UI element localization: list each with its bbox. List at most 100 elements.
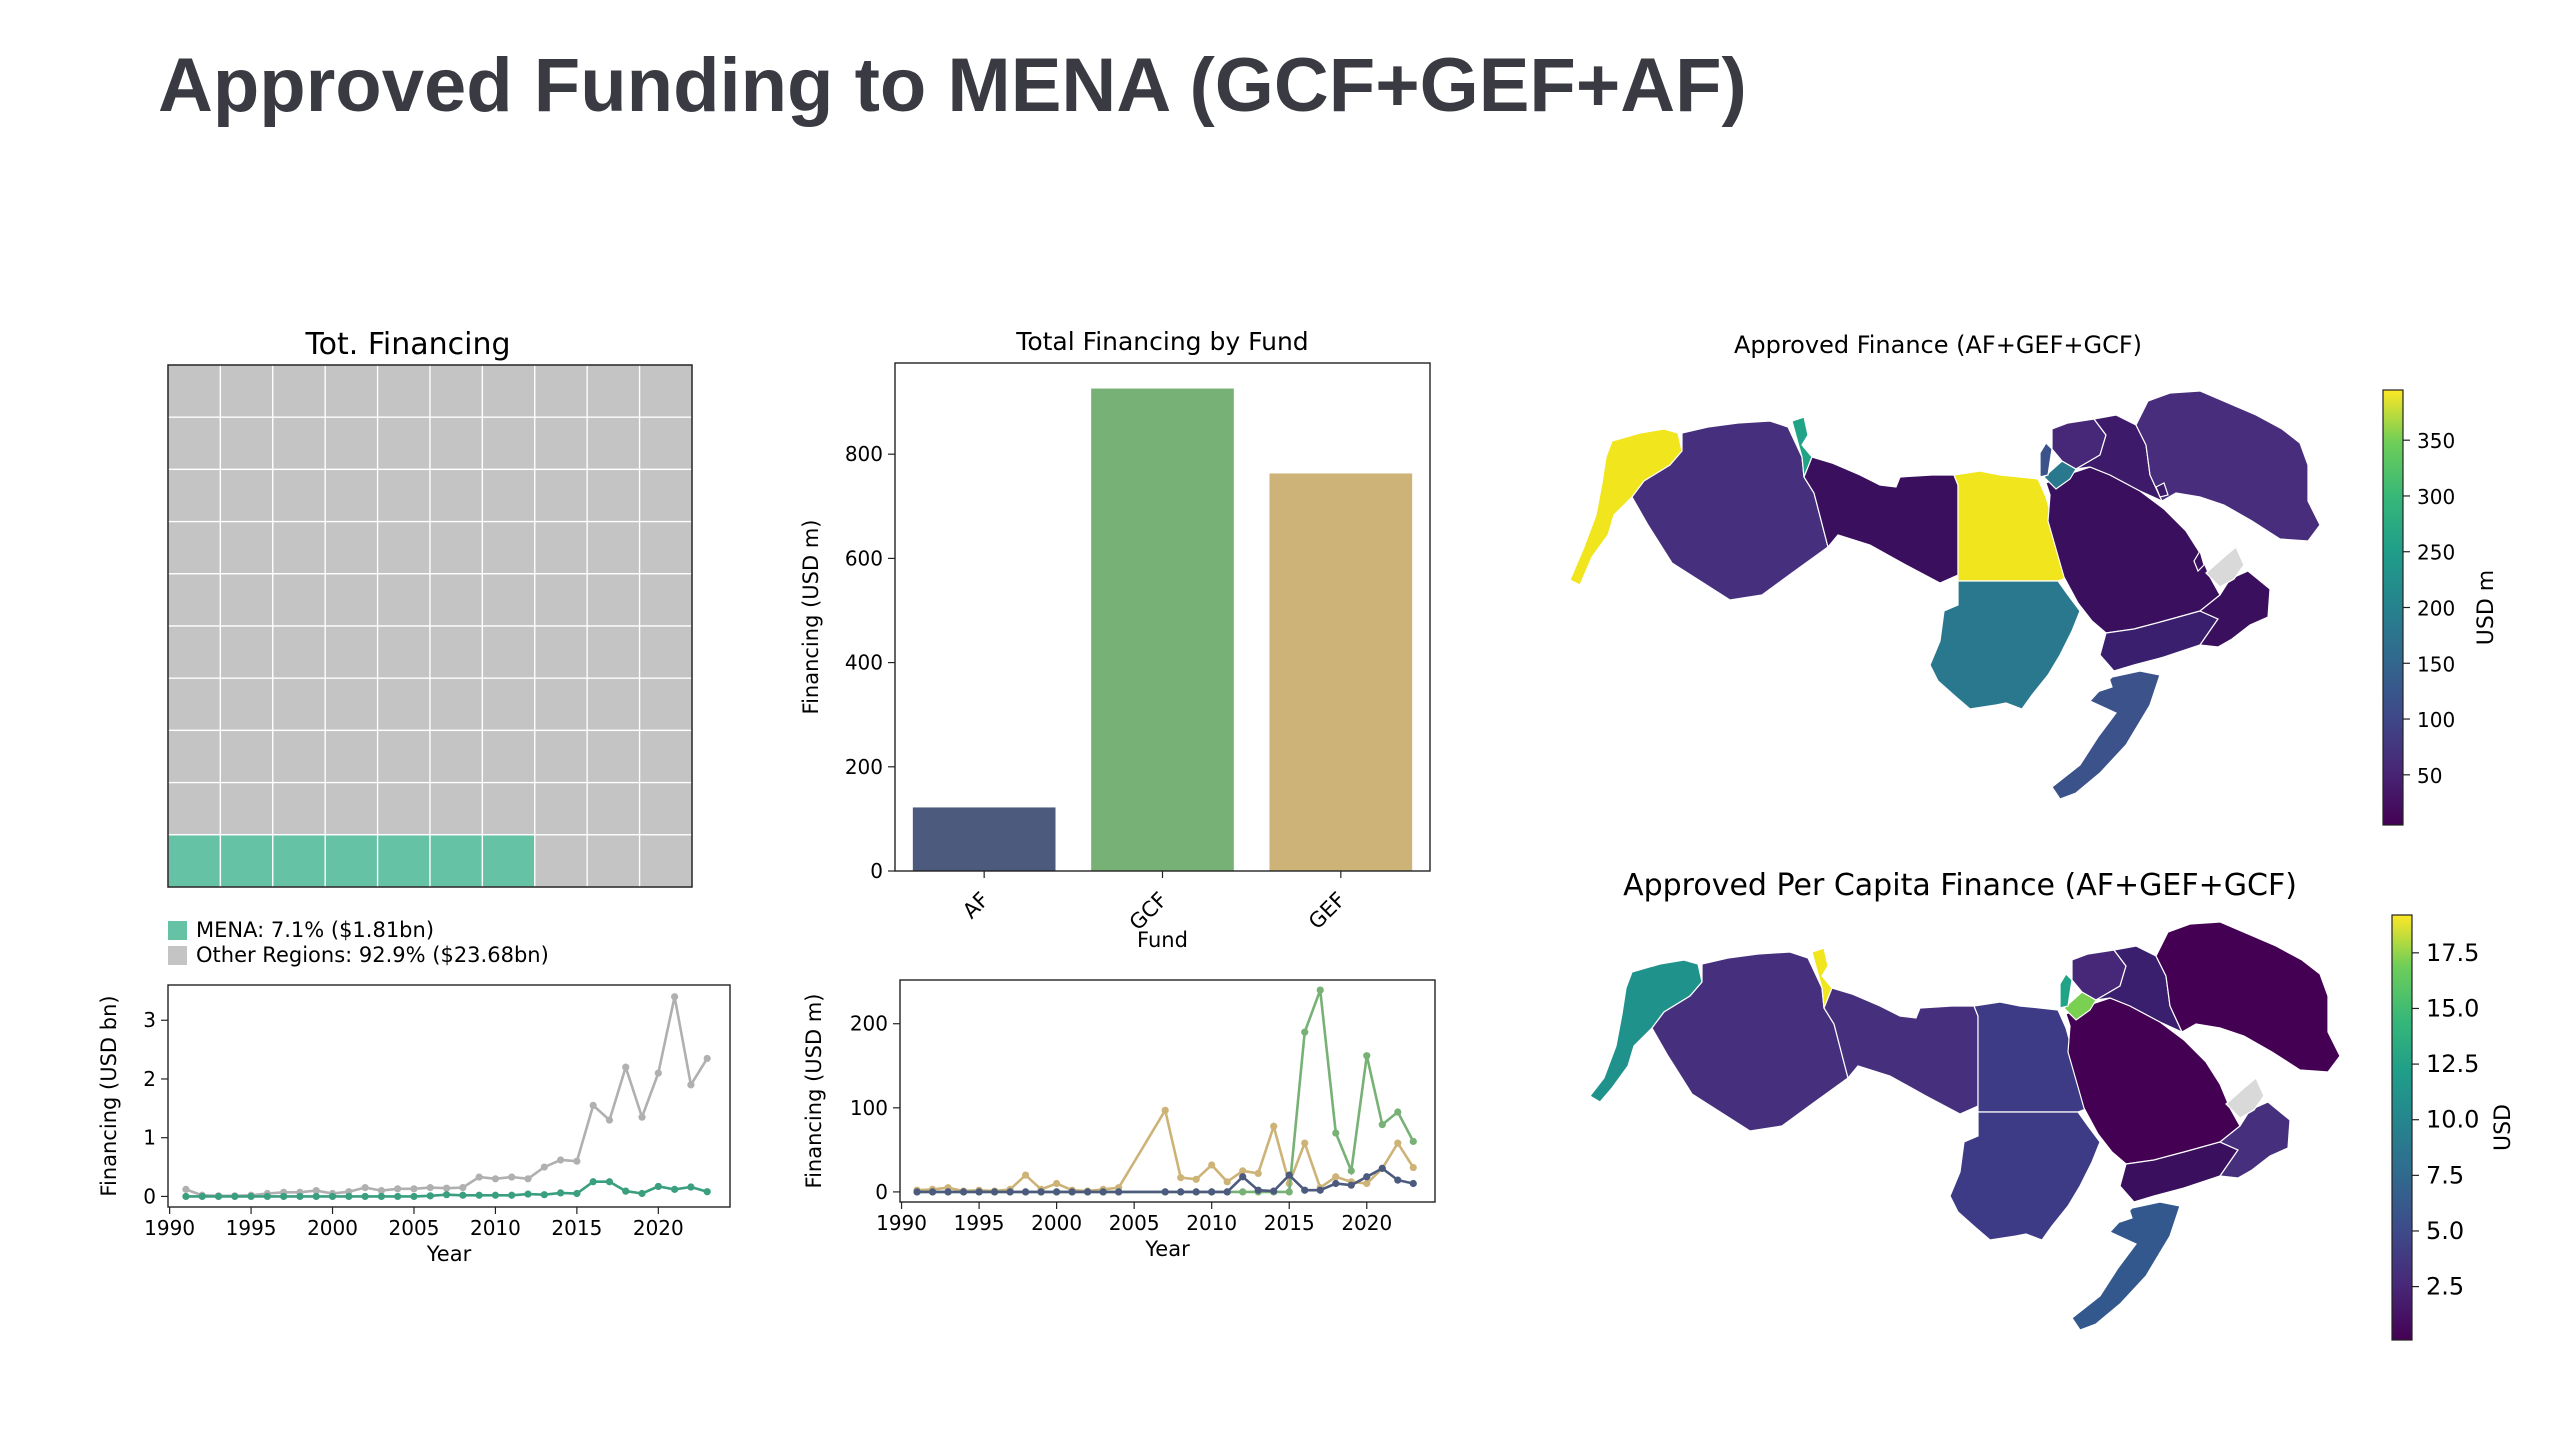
fund-x-axis-label: Year (1144, 1237, 1190, 1261)
map-per-capita: Approved Per Capita Finance (AF+GEF+GCF)… (1589, 868, 2516, 1341)
waffle-cell-other (376, 625, 431, 679)
region-point (426, 1184, 434, 1192)
legend-swatch-other (168, 946, 187, 965)
waffle-cell-other (481, 468, 536, 523)
waffle-cell-other (272, 625, 326, 679)
waffle-cell-other (219, 468, 274, 523)
region-point (442, 1184, 451, 1192)
fund-point (1301, 1139, 1309, 1147)
fund-point (1332, 1179, 1340, 1188)
x-tick-label: 2015 (551, 1216, 602, 1240)
fund-point (1006, 1188, 1014, 1196)
waffle-cell-other (376, 364, 431, 418)
region-point (508, 1191, 516, 1199)
fund-point (1270, 1187, 1278, 1195)
plot-frame (167, 984, 731, 1208)
waffle-cell-other (638, 834, 693, 888)
fund-point (1270, 1122, 1278, 1130)
region-y-axis-label: Financing (USD bn) (97, 995, 121, 1196)
waffle-cell-other (324, 729, 379, 784)
fund-point (1332, 1129, 1340, 1137)
waffle-cell-other (272, 781, 326, 836)
waffle-cell-other (167, 468, 222, 523)
region-point (556, 1189, 565, 1197)
x-tick-label: 1990 (144, 1216, 195, 1240)
waffle-cell-other (638, 416, 693, 471)
waffle-cell-other (429, 729, 484, 784)
region-libya (1803, 456, 1959, 584)
waffle-cell-mena (376, 834, 431, 888)
region-series-line-0 (185, 996, 709, 1198)
waffle-cell-other (534, 416, 588, 471)
fund-point (1239, 1167, 1247, 1175)
region-somalia-pc (2071, 1201, 2181, 1331)
waffle-cell-other (481, 416, 536, 471)
region-point (312, 1186, 320, 1195)
legend-swatch-mena (168, 921, 187, 940)
x-tick-label-gef: GEF (1304, 888, 1350, 934)
region-point (394, 1185, 402, 1193)
fund-point (1378, 1164, 1386, 1172)
waffle-frame (167, 364, 693, 888)
fund-point (1347, 1181, 1355, 1189)
fund-point (1223, 1188, 1231, 1196)
fund-point (1301, 1186, 1309, 1194)
waffle-cell-other (167, 729, 222, 784)
waffle-cell-other (534, 834, 588, 888)
x-tick-label-af: AF (958, 888, 994, 924)
region-sudan (1929, 580, 2081, 710)
region-point (654, 1069, 662, 1077)
x-tick-label: 2020 (633, 1216, 684, 1240)
waffle-cell-mena (481, 834, 536, 888)
region-point (654, 1182, 662, 1191)
region-point (638, 1113, 646, 1121)
fund-point (1378, 1121, 1386, 1129)
waffle-cell-mena (219, 834, 274, 888)
waffle-cell-other (429, 625, 484, 679)
fund-line-panel: 1990 1995 2000 2005 2010 2015 2020 0 100 200 Year F… (795, 970, 1455, 1270)
waffle-cell-other (219, 573, 274, 627)
region-point (182, 1185, 190, 1193)
region-point (475, 1173, 483, 1181)
waffle-cell-other (324, 573, 379, 627)
region-point (410, 1185, 418, 1193)
region-point (182, 1192, 190, 1201)
waffle-cell-other (219, 520, 274, 575)
fund-point (1409, 1137, 1417, 1146)
fund-point (1394, 1108, 1402, 1116)
colorbar-tick-label: 250 (2417, 541, 2455, 565)
waffle-cell-other (272, 573, 326, 627)
fund-point (975, 1188, 983, 1196)
legend-item-mena: MENA: 7.1% ($1.81bn) (168, 918, 549, 943)
waffle-chart: Tot. Financing (167, 327, 693, 888)
waffle-cell-other (586, 468, 641, 523)
waffle-cell-other (481, 364, 536, 418)
waffle-cell-other (638, 781, 693, 836)
region-morocco-pc (1589, 959, 1703, 1103)
region-x-axis-label: Year (426, 1242, 472, 1266)
region-sudan-pc (1949, 1111, 2101, 1241)
waffle-cell-other (324, 781, 379, 836)
x-tick-label: 2010 (470, 1216, 521, 1240)
fund-point (1115, 1188, 1123, 1196)
waffle-cell-other (376, 520, 431, 575)
fund-point (1316, 986, 1324, 994)
waffle-cell-other (534, 729, 588, 784)
region-point (198, 1192, 206, 1201)
region-point (459, 1191, 467, 1199)
fund-point (1084, 1188, 1092, 1196)
region-iran-pc (2155, 921, 2341, 1073)
colorbar-tick-label: 100 (2417, 708, 2455, 732)
fund-point (1068, 1188, 1076, 1196)
waffle-cell-other (481, 677, 536, 732)
waffle-cell-other (481, 520, 536, 575)
region-point (703, 1054, 711, 1063)
fund-point (1316, 1186, 1324, 1194)
waffle-cell-other (586, 364, 641, 418)
waffle-cell-other (376, 416, 431, 471)
fund-point (1254, 1186, 1262, 1194)
region-point (573, 1189, 581, 1198)
fund-point (928, 1188, 937, 1196)
colorbar-tick-label: 50 (2417, 764, 2442, 788)
region-point (377, 1192, 385, 1201)
